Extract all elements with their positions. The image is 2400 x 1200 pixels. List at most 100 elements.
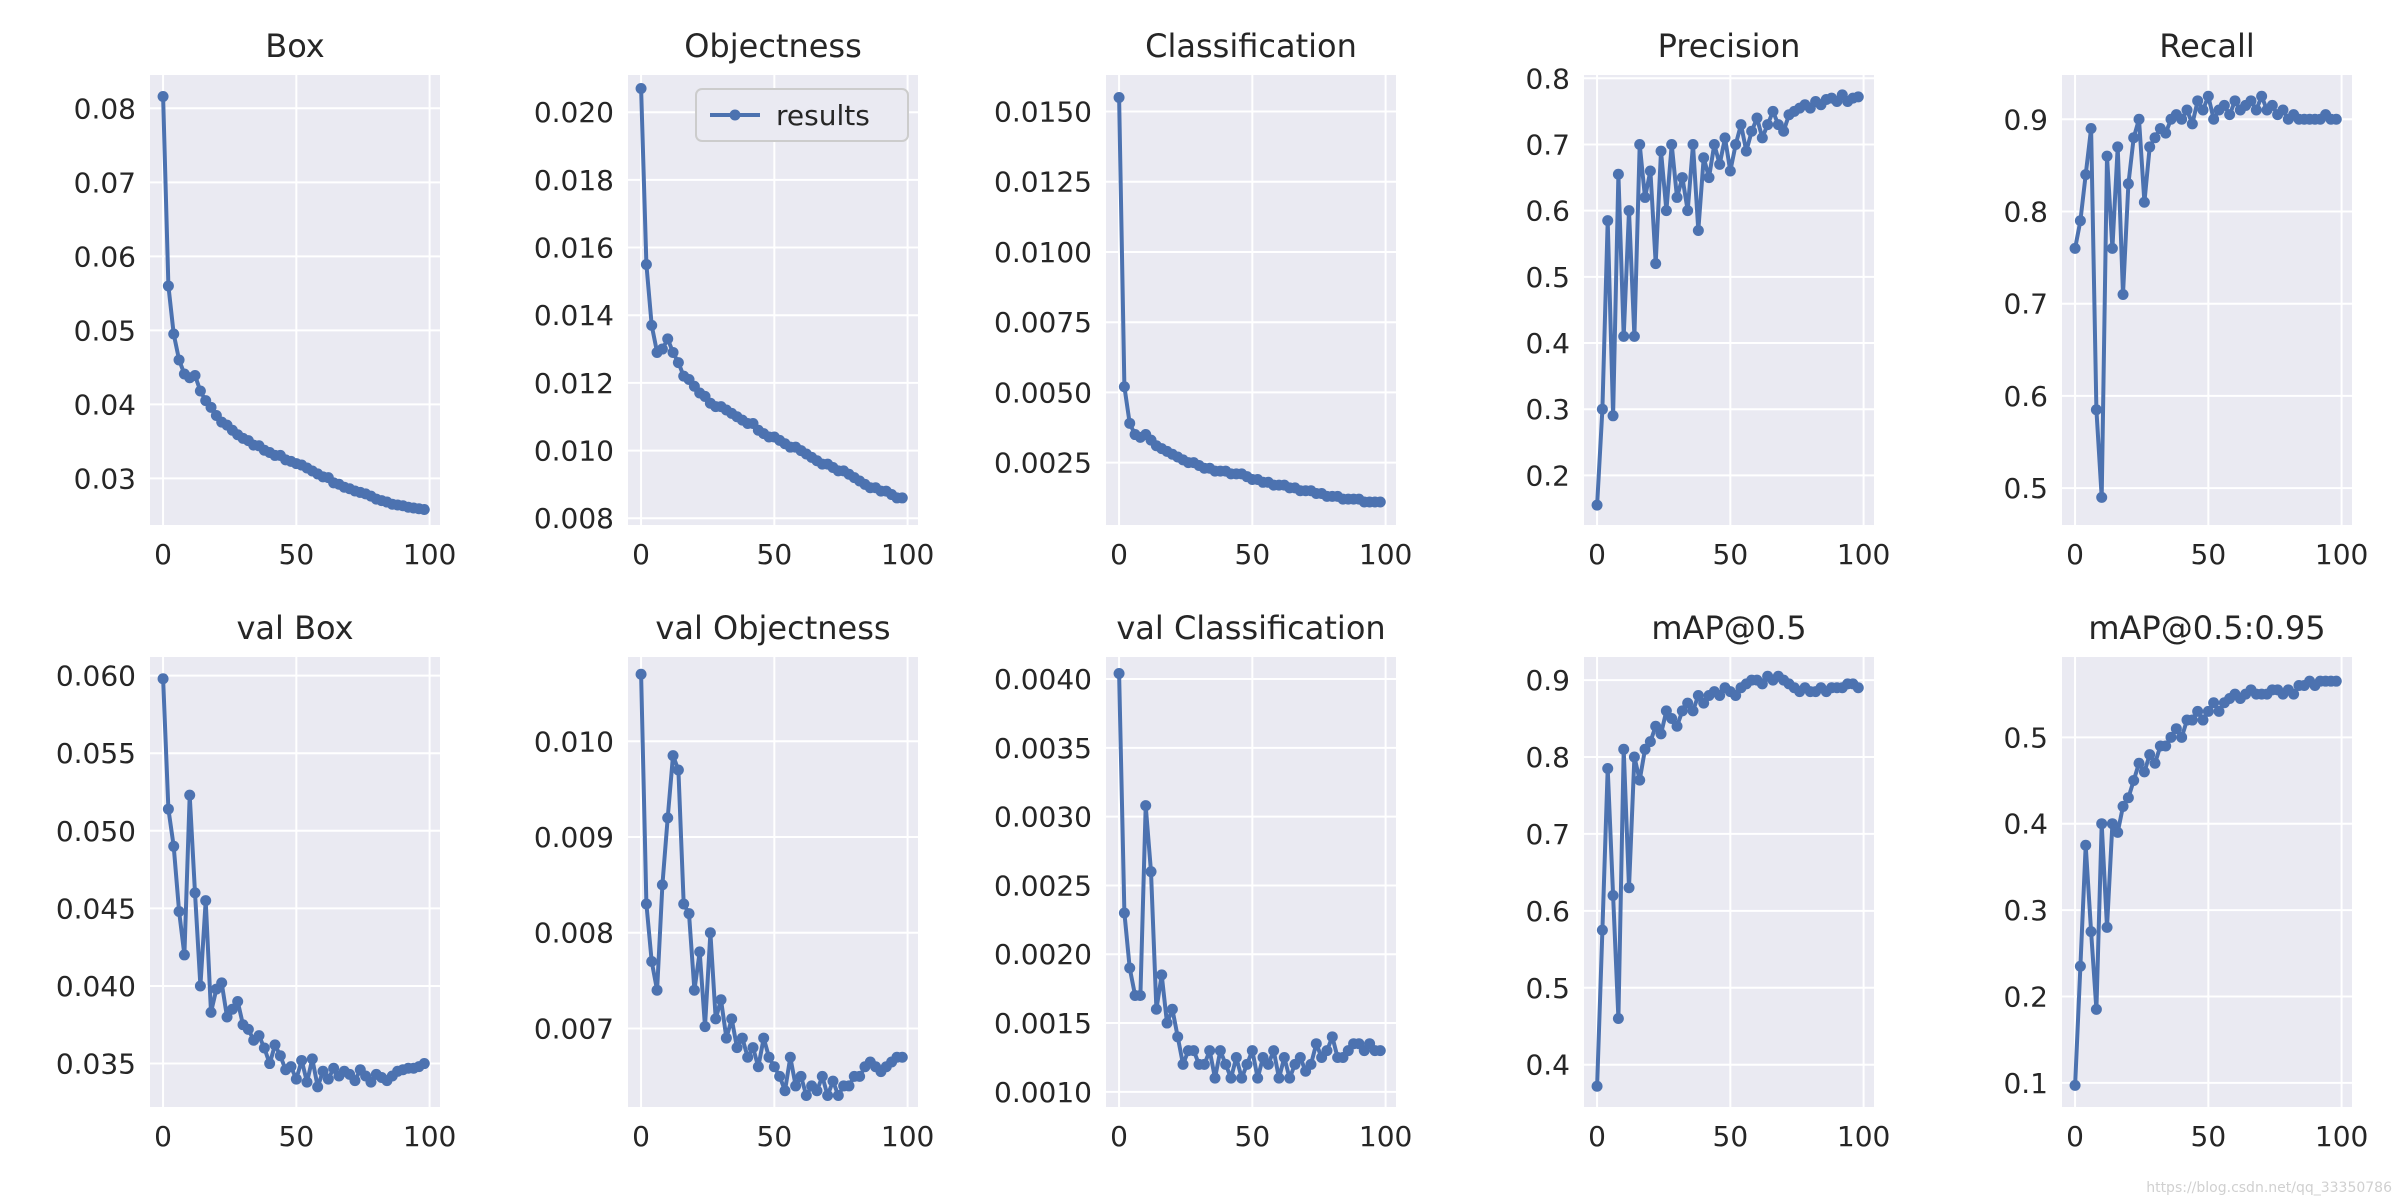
data-point [2085, 926, 2097, 938]
data-point [2096, 491, 2108, 503]
data-point [656, 879, 668, 891]
data-point [896, 492, 908, 504]
data-point [800, 1090, 812, 1102]
data-point [1113, 91, 1125, 103]
data-point [2149, 757, 2161, 769]
data-point [1730, 689, 1742, 701]
x-tick-label: 50 [2191, 1120, 2227, 1153]
y-tick-label: 0.7 [1525, 128, 1570, 161]
data-point [349, 1075, 361, 1087]
y-tick-label: 0.0030 [994, 801, 1092, 834]
data-point [1140, 800, 1152, 812]
data-point [418, 503, 430, 515]
y-tick-label: 0.008 [534, 917, 614, 950]
data-point [168, 840, 180, 852]
data-point [301, 1076, 313, 1088]
data-point [779, 1085, 791, 1097]
data-point [768, 1061, 780, 1073]
data-point [1676, 172, 1688, 184]
plot-background [628, 657, 918, 1107]
data-point [200, 895, 212, 907]
data-point [1740, 145, 1752, 157]
data-point [1682, 697, 1694, 709]
data-point [1204, 1045, 1216, 1057]
data-point [1596, 924, 1608, 936]
data-point [1374, 496, 1386, 508]
plot-background [1106, 75, 1396, 525]
y-tick-label: 0.5 [1525, 972, 1570, 1005]
chart-panel-6: 0 50 100 0.007 0.008 0.009 0.010 val Objectness [534, 609, 935, 1153]
data-point [731, 1042, 743, 1054]
data-point [157, 90, 169, 102]
data-point [1118, 907, 1130, 919]
legend-label: results [776, 99, 870, 132]
data-point [184, 789, 196, 801]
data-point [720, 1032, 732, 1044]
data-point [1660, 205, 1672, 217]
y-tick-label: 0.055 [56, 737, 136, 770]
data-point [1305, 1058, 1317, 1070]
data-point [2160, 127, 2172, 139]
x-tick-label: 0 [1110, 538, 1128, 571]
data-point [688, 984, 700, 996]
x-tick-label: 50 [2191, 538, 2227, 571]
data-point [2069, 1079, 2081, 1091]
data-point [1676, 705, 1688, 717]
data-point [2218, 99, 2230, 111]
data-point [274, 1050, 286, 1062]
data-point [662, 333, 674, 345]
data-point [651, 984, 663, 996]
chart-panel-1: 0 50 100 0.008 0.010 0.012 0.014 0.016 0.018 0.02… [534, 27, 935, 571]
y-tick-label: 0.007 [534, 1012, 614, 1045]
data-point [1612, 1013, 1624, 1025]
data-point [1852, 682, 1864, 694]
data-point [1628, 751, 1640, 763]
data-point [2186, 714, 2198, 726]
data-point [1602, 763, 1614, 775]
data-point [2106, 242, 2118, 254]
data-point [2245, 95, 2257, 107]
data-point [173, 905, 185, 917]
data-point [2250, 104, 2262, 116]
x-tick-label: 50 [1713, 538, 1749, 571]
data-point [2202, 705, 2214, 717]
y-tick-label: 0.07 [74, 166, 136, 199]
data-point [854, 1070, 866, 1082]
y-tick-label: 0.0025 [994, 447, 1092, 480]
x-tick-label: 50 [1235, 538, 1271, 571]
data-point [656, 343, 668, 355]
data-point [2176, 731, 2188, 743]
x-tick-label: 100 [1359, 538, 1412, 571]
data-point [2112, 141, 2124, 153]
chart-panel-4: 0 50 100 0.5 0.6 0.7 0.8 0.9 Recall [2003, 27, 2368, 571]
data-point [2144, 141, 2156, 153]
data-point [1628, 330, 1640, 342]
data-point [1719, 132, 1731, 144]
x-tick-label: 100 [1359, 1120, 1412, 1153]
data-point [747, 1042, 759, 1054]
x-tick-label: 0 [632, 538, 650, 571]
data-point [1310, 1038, 1322, 1050]
data-point [2213, 705, 2225, 717]
data-point [774, 1070, 786, 1082]
data-point [328, 1062, 340, 1074]
data-point [667, 750, 679, 762]
data-point [2192, 705, 2204, 717]
data-point [2090, 404, 2102, 416]
y-tick-label: 0.05 [74, 314, 136, 347]
data-point [672, 764, 684, 776]
data-point [1198, 1058, 1210, 1070]
data-point [1602, 215, 1614, 227]
data-point [646, 319, 658, 331]
x-tick-label: 100 [2315, 1120, 2368, 1153]
x-tick-label: 100 [403, 1120, 456, 1153]
data-point [1113, 668, 1125, 680]
data-point [1692, 689, 1704, 701]
y-tick-label: 0.5 [2003, 472, 2048, 505]
y-tick-label: 0.050 [56, 815, 136, 848]
data-point [2122, 178, 2134, 190]
data-point [843, 1080, 855, 1092]
y-tick-label: 0.6 [2003, 380, 2048, 413]
data-point [1623, 882, 1635, 894]
